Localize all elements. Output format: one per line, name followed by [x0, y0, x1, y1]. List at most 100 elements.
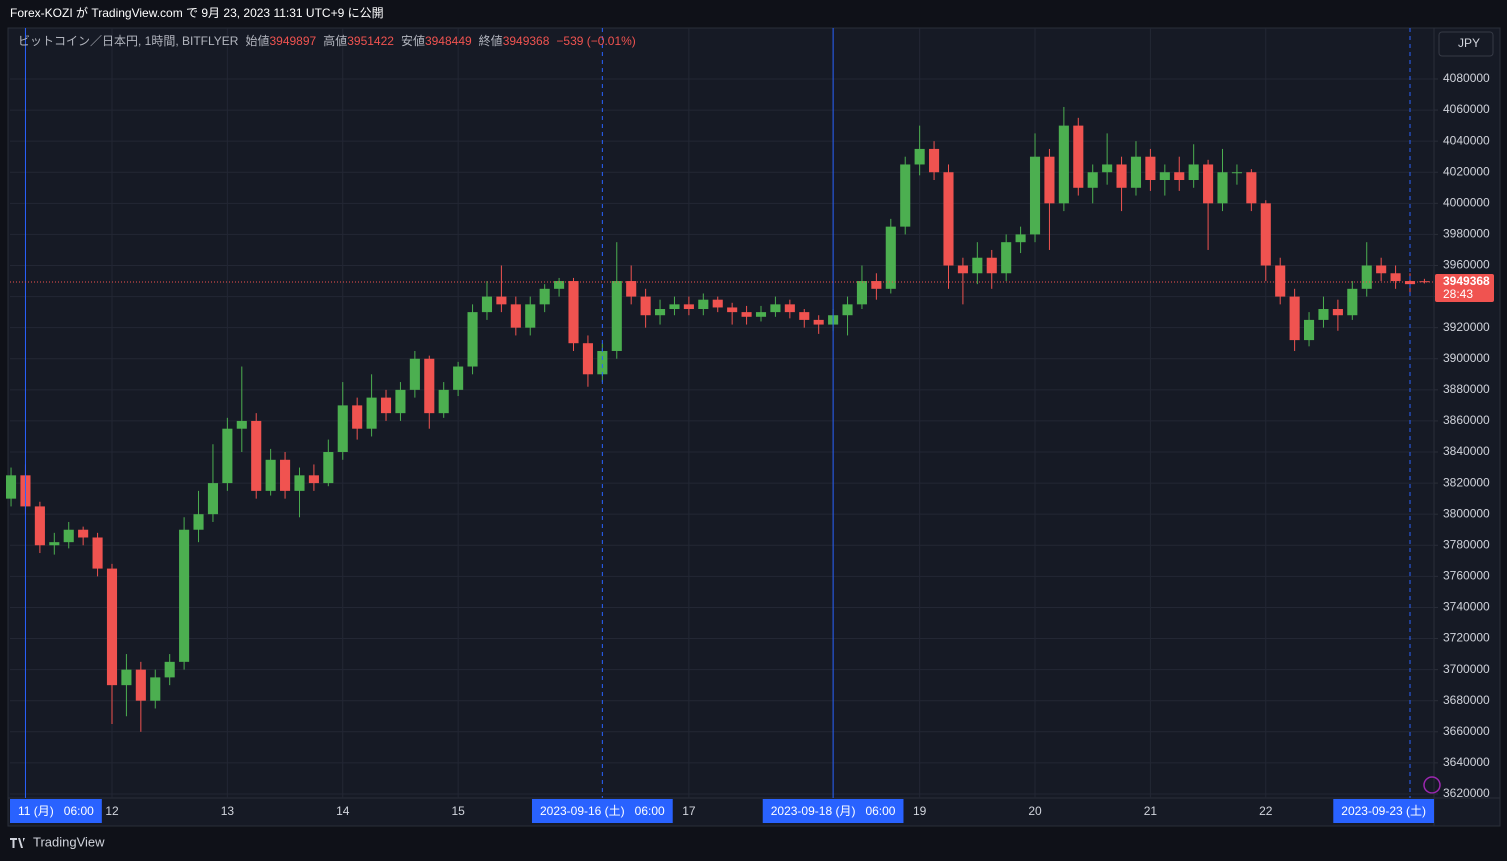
- candle-body: [337, 405, 348, 453]
- candle-body: [207, 483, 218, 515]
- marker-label: 11 (月) 06:00: [18, 804, 94, 818]
- candle-body: [1217, 172, 1228, 204]
- candle-body: [1015, 234, 1026, 243]
- legend-ohlc-value: 3951422: [347, 34, 394, 48]
- candle-body: [871, 281, 882, 289]
- candle-body: [1073, 125, 1084, 188]
- x-tick-label: 22: [1259, 804, 1273, 818]
- candle-body: [1116, 164, 1127, 188]
- candle-body: [424, 358, 435, 414]
- candle-body: [885, 226, 896, 289]
- y-tick-label: 3780000: [1443, 537, 1490, 551]
- candle-body: [193, 514, 204, 530]
- y-tick-label: 3740000: [1443, 600, 1490, 614]
- candle-body: [698, 299, 709, 310]
- candle-body: [294, 475, 305, 491]
- candle-body: [121, 669, 132, 686]
- candle-body: [280, 459, 291, 491]
- candle-body: [1347, 288, 1358, 316]
- candle-body: [813, 319, 824, 325]
- candle-body: [135, 669, 146, 701]
- legend-ohlc-value: 3948449: [425, 34, 472, 48]
- marker-label: 2023-09-18 (月) 06:00: [771, 804, 896, 818]
- candle-body: [409, 358, 420, 390]
- y-tick-label: 3980000: [1443, 227, 1490, 241]
- y-tick-label: 3820000: [1443, 475, 1490, 489]
- candle-body: [842, 304, 853, 316]
- candle-body: [352, 405, 363, 429]
- legend-title: ビットコイン／日本円, 1時間, BITFLYER: [18, 34, 239, 48]
- x-tick-label: 17: [682, 804, 696, 818]
- candle-body: [1188, 164, 1199, 181]
- chart-panel: [7, 27, 1501, 827]
- candle-body: [683, 304, 694, 310]
- x-tick-label: 13: [221, 804, 235, 818]
- y-tick-label: 3840000: [1443, 444, 1490, 458]
- marker-label-box: [10, 799, 102, 823]
- candle-body: [1275, 265, 1286, 297]
- candle-body: [1203, 164, 1214, 204]
- y-tick-label: 3720000: [1443, 631, 1490, 645]
- y-tick-label: 3800000: [1443, 506, 1490, 520]
- candle-body: [49, 542, 60, 546]
- candle-body: [34, 506, 45, 546]
- candle-body: [611, 281, 622, 351]
- legend-ohlc-label: 終値: [479, 33, 503, 48]
- candle-body: [943, 172, 954, 266]
- countdown-label: 28:43: [1443, 287, 1473, 301]
- legend-ohlc-label: 高値: [323, 33, 347, 48]
- candle-body: [179, 529, 190, 662]
- candle-body: [1260, 203, 1271, 266]
- candle-body: [366, 397, 377, 429]
- candle-body: [1289, 296, 1300, 341]
- candle-body: [929, 148, 940, 173]
- candle-body: [222, 428, 233, 484]
- candle-body: [106, 568, 118, 686]
- y-tick-label: 3660000: [1443, 724, 1490, 738]
- candle-body: [957, 265, 968, 274]
- candle-body: [856, 281, 868, 305]
- candle-body: [1102, 164, 1113, 173]
- candle-body: [799, 312, 810, 320]
- brand-name: TradingView: [33, 834, 105, 849]
- candle-body: [1044, 156, 1055, 204]
- candle-body: [453, 366, 464, 390]
- candle-body: [640, 296, 651, 316]
- candle-body: [380, 397, 392, 414]
- y-tick-label: 4080000: [1443, 71, 1490, 85]
- y-tick-label: 3700000: [1443, 662, 1490, 676]
- candle-body: [741, 312, 752, 317]
- candle-body: [1130, 156, 1142, 188]
- candle-body: [1246, 172, 1257, 204]
- y-tick-label: 3900000: [1443, 351, 1490, 365]
- candle-body: [323, 452, 334, 484]
- candle-body: [63, 529, 74, 543]
- candle-body: [1303, 319, 1315, 341]
- candle-body: [510, 304, 521, 328]
- candle-body: [265, 459, 276, 491]
- currency-button[interactable]: [1438, 31, 1494, 57]
- brand-logo: TradingView: [10, 834, 105, 849]
- candle-body: [78, 529, 89, 538]
- candle-body: [554, 281, 565, 289]
- legend-change: −539 (−0.01%): [556, 34, 635, 48]
- candle-body: [525, 304, 536, 328]
- alert-icon[interactable]: [1423, 776, 1441, 794]
- candle-body: [568, 281, 579, 344]
- x-tick-label: 15: [451, 804, 465, 818]
- candle-body: [900, 164, 911, 227]
- candle-body: [755, 312, 767, 317]
- y-tick-label: 4060000: [1443, 102, 1490, 116]
- candle-body: [467, 312, 478, 367]
- candle-body: [251, 420, 262, 491]
- x-tick-label: 19: [913, 804, 927, 818]
- candle-body: [1361, 265, 1372, 289]
- candle-body: [539, 288, 550, 305]
- marker-label: 2023-09-16 (土) 06:00: [540, 804, 665, 818]
- currency-label[interactable]: JPY: [1458, 36, 1480, 50]
- y-tick-label: 3620000: [1443, 786, 1490, 800]
- candle-body: [1419, 281, 1430, 283]
- y-tick-label: 4020000: [1443, 164, 1490, 178]
- candle-body: [496, 296, 507, 305]
